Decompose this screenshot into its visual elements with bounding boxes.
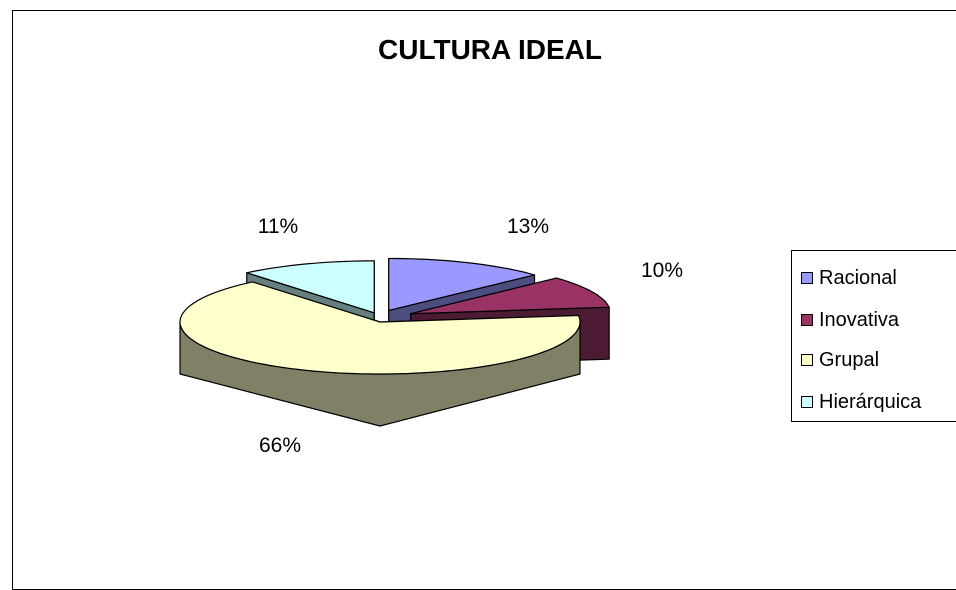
pie-slice-grupal (179, 281, 581, 375)
legend-label-inovativa: Inovativa (819, 308, 900, 331)
pie-chart: 13% 10% 66% 11% (179, 215, 683, 457)
legend: Racional Inovativa Grupal Hierárquica (791, 250, 956, 422)
data-label-racional: 13% (507, 215, 549, 238)
legend-swatch-hierarquica (801, 396, 813, 408)
legend-item-inovativa: Inovativa (801, 308, 899, 332)
legend-swatch-inovativa (801, 314, 813, 326)
pie-slice-racional (388, 257, 536, 312)
legend-label-racional: Racional (819, 266, 897, 289)
pie-slice-inovativa (410, 277, 610, 315)
legend-item-hierarquica: Hierárquica (801, 390, 921, 414)
pie-slice-hierarquica (246, 260, 375, 314)
legend-swatch-grupal (801, 354, 813, 366)
data-label-inovativa: 10% (641, 259, 683, 282)
data-label-grupal: 66% (259, 434, 301, 457)
chart-title: CULTURA IDEAL (378, 34, 602, 65)
legend-label-grupal: Grupal (819, 348, 880, 371)
legend-swatch-racional (801, 272, 813, 284)
legend-label-hierarquica: Hierárquica (819, 390, 922, 413)
legend-item-grupal: Grupal (801, 348, 879, 372)
legend-item-racional: Racional (801, 266, 897, 290)
data-label-hierarquica: 11% (258, 215, 298, 238)
